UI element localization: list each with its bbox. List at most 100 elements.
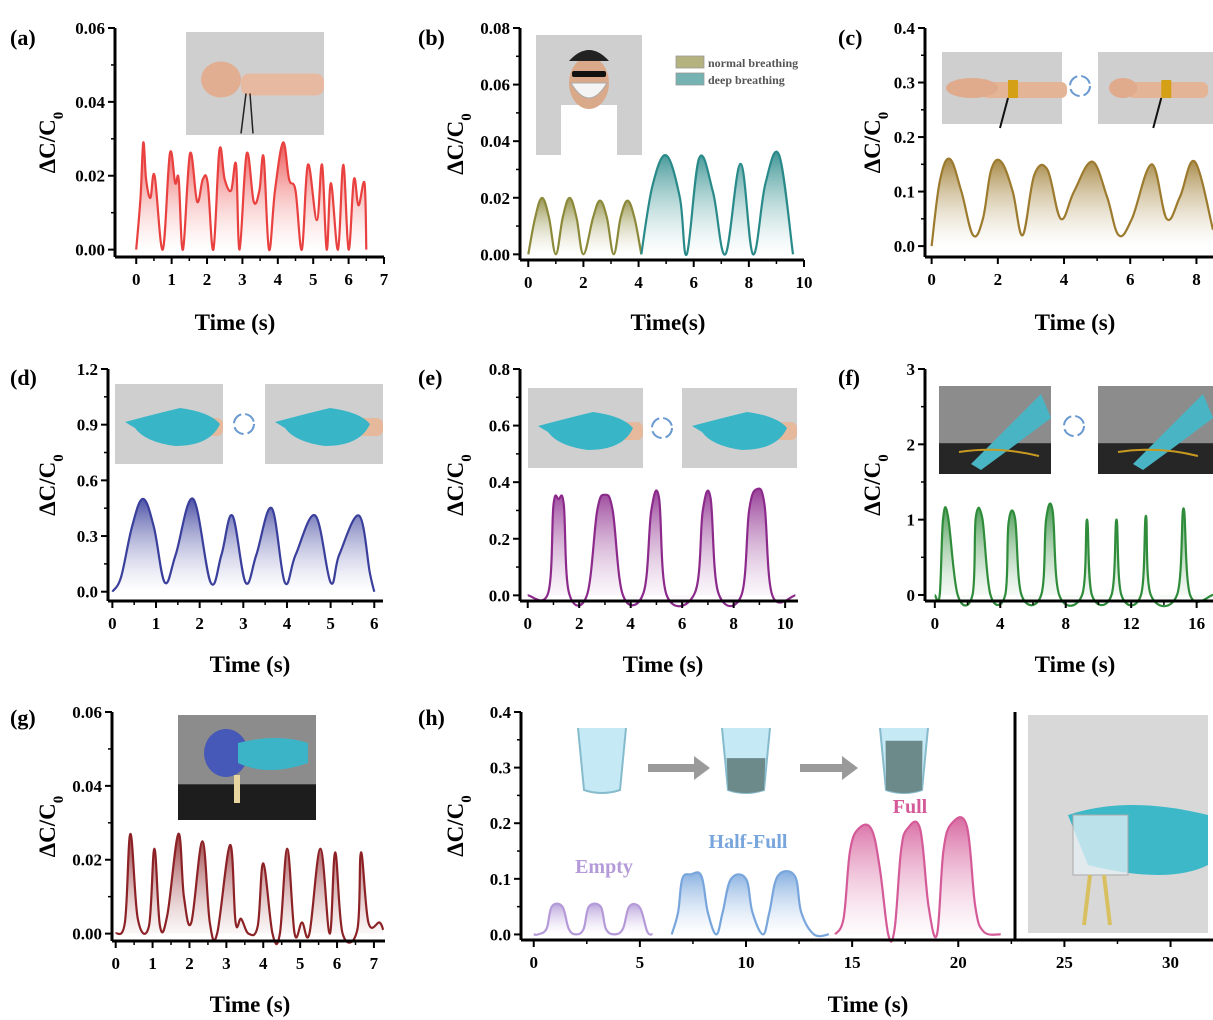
annotation-empty: Empty — [575, 856, 633, 878]
x-tick-label: 0 — [132, 270, 141, 289]
series-line-h-1 — [670, 870, 829, 938]
sensor-wire — [240, 93, 254, 134]
y-tick-label: 0.2 — [489, 530, 510, 549]
annotation-full: Full — [893, 796, 928, 818]
y-tick-label: 0.3 — [77, 527, 98, 546]
water-fill-icon — [885, 740, 923, 793]
x-tick-label: 10 — [738, 953, 755, 972]
legend-swatch — [675, 72, 705, 86]
x-tick-label: 7 — [380, 270, 389, 289]
x-tick-label: 6 — [678, 614, 687, 633]
x-tick-label: 6 — [1126, 270, 1135, 289]
y-tick-label: 0.2 — [894, 128, 915, 147]
arrow-icon — [648, 756, 710, 780]
annotation-half-full: Half-Full — [709, 831, 788, 853]
y-tick-label: 0.06 — [75, 19, 105, 38]
panel-c: 0.0 0.1 0.2 0.3 0.4 0 2 4 6 8 Time (s) ΔC/C0 (c) — [838, 19, 1213, 335]
y-axis-title: ΔC/C0 — [443, 795, 475, 857]
panel-label: (e) — [418, 365, 442, 390]
cycle-arrows-icon — [651, 417, 673, 439]
x-tick-label: 10 — [796, 273, 813, 292]
sensor-wire — [999, 97, 1009, 129]
y-axis-title: ΔC/C0 — [443, 113, 475, 175]
x-tick-label: 16 — [1188, 614, 1205, 633]
y-tick-label: 0.06 — [480, 76, 510, 95]
panel-label: (h) — [418, 705, 445, 730]
panel-label: (c) — [838, 25, 862, 50]
y-tick-label: 0 — [907, 586, 916, 605]
y-tick-label: 0.0 — [489, 586, 510, 605]
y-tick-label: 0.4 — [490, 703, 512, 722]
x-tick-label: 4 — [283, 614, 292, 633]
panel-h: 0.0 0.1 0.2 0.3 0.4 0 5 10 15 20 25 30 Time (s) ΔC/C0… — [418, 703, 1213, 1017]
mask-shape — [570, 82, 608, 99]
x-axis-title: Time (s) — [210, 652, 291, 677]
x-tick-label: 25 — [1056, 953, 1073, 972]
glove-shape — [692, 412, 787, 450]
beaker-shape — [1072, 814, 1129, 876]
series-line-e-0 — [527, 487, 796, 608]
glove-shape — [238, 738, 308, 770]
panel-label: (b) — [418, 25, 445, 50]
y-axis-title: ΔC/C0 — [860, 112, 892, 174]
y-tick-label: 0.9 — [77, 416, 98, 435]
panel-label: (d) — [10, 365, 37, 390]
x-tick-label: 4 — [626, 614, 635, 633]
glove-shape — [275, 408, 370, 446]
y-tick-label: 2 — [907, 435, 916, 454]
x-tick-label: 15 — [844, 953, 861, 972]
sensor-wire — [1152, 97, 1163, 129]
x-tick-label: 2 — [203, 270, 212, 289]
x-tick-label: 1 — [167, 270, 176, 289]
y-axis-title: ΔC/C0 — [35, 454, 67, 516]
x-tick-label: 0 — [529, 953, 538, 972]
x-axis-title: Time (s) — [828, 992, 909, 1017]
legend-label: normal breathing — [708, 56, 798, 70]
y-tick-label: 0.00 — [75, 241, 105, 260]
y-tick-label: 0.2 — [490, 814, 511, 833]
glove-shape — [971, 394, 1051, 470]
x-tick-label: 6 — [689, 273, 698, 292]
x-tick-label: 8 — [745, 273, 754, 292]
shirt-shape — [561, 105, 617, 155]
y-tick-label: 3 — [907, 360, 916, 379]
x-tick-label: 2 — [575, 614, 584, 633]
x-tick-label: 8 — [729, 614, 738, 633]
x-tick-label: 20 — [950, 953, 967, 972]
series-line-f-0 — [933, 502, 1213, 608]
x-tick-label: 2 — [185, 954, 194, 973]
x-tick-label: 6 — [333, 954, 342, 973]
x-tick-label: 10 — [777, 614, 794, 633]
y-tick-label: 0.4 — [489, 473, 511, 492]
y-axis-title: ΔC/C0 — [35, 112, 67, 174]
y-tick-label: 0.3 — [490, 759, 511, 778]
legend-swatch — [675, 55, 705, 69]
series-area-c-0 — [931, 158, 1213, 247]
panel-label: (g) — [10, 705, 36, 730]
x-tick-label: 2 — [994, 270, 1003, 289]
x-tick-label: 12 — [1123, 614, 1140, 633]
y-tick-label: 0.08 — [480, 19, 510, 38]
x-tick-label: 6 — [370, 614, 379, 633]
hair-shape — [569, 50, 609, 61]
panel-a: 0.00 0.02 0.04 0.06 0 1 2 3 4 5 6 7 Time (s) ΔC/C0 (a) — [10, 19, 389, 335]
y-tick-label: 0.04 — [75, 93, 105, 112]
hand-shape — [1109, 78, 1137, 98]
x-axis-title: Time (s) — [623, 652, 704, 677]
sensor-patch — [1008, 80, 1018, 98]
x-tick-label: 6 — [344, 270, 353, 289]
series-area-e-0 — [527, 488, 796, 607]
glove-shape — [538, 412, 633, 450]
glove-shape — [1133, 394, 1213, 470]
x-tick-label: 7 — [370, 954, 379, 973]
panel-e: 0.0 0.2 0.4 0.6 0.8 0 2 4 6 8 10 Time (s) ΔC/C0 (e) — [418, 360, 798, 677]
forearm-shape — [241, 73, 324, 96]
series-area-h-2 — [835, 817, 1001, 942]
water-fill-icon — [726, 758, 766, 793]
cycle-arrows-icon — [1069, 75, 1091, 97]
x-tick-label: 2 — [195, 614, 204, 633]
x-tick-label: 4 — [634, 273, 643, 292]
y-tick-label: 0.04 — [72, 777, 102, 796]
